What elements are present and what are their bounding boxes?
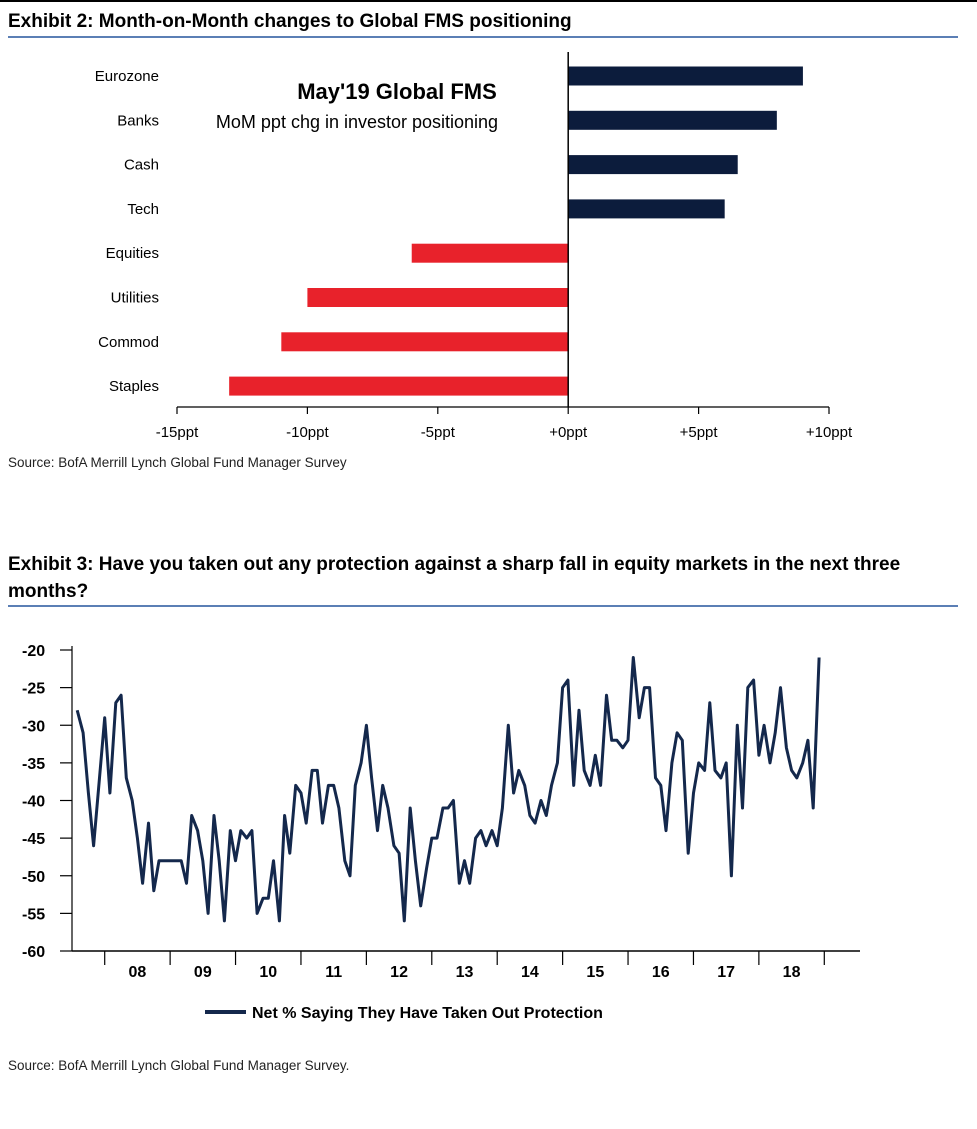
x-tick-label: -10ppt	[286, 424, 329, 441]
bar-equities	[411, 243, 569, 263]
category-label: Banks	[117, 112, 159, 129]
top-rule	[0, 0, 977, 2]
line-axes: -20 -25 -30 -35 -40 -45 -50 -55 -60 08 09 10 11 12 13 1…	[22, 643, 860, 981]
x-tick-label: 18	[783, 964, 801, 981]
bar-eurozone	[568, 66, 803, 86]
category-label: Equities	[106, 245, 159, 262]
y-tick-label: -60	[22, 944, 45, 961]
x-tick-label: 14	[521, 964, 539, 981]
y-tick-label: -50	[22, 869, 45, 886]
x-tick-label: +0ppt	[549, 424, 588, 441]
x-tick-label: 17	[717, 964, 735, 981]
series-line-protection	[75, 656, 821, 923]
exhibit-2-title: Exhibit 2: Month-on-Month changes to Glo…	[8, 11, 572, 32]
exhibit-3-title-line2: months?	[8, 581, 89, 602]
legend: Net % Saying They Have Taken Out Protect…	[205, 1005, 603, 1022]
y-tick-label: -25	[22, 681, 45, 698]
exhibit-2-rule	[8, 36, 958, 38]
x-tick-label: 08	[129, 964, 147, 981]
x-tick-label: 09	[194, 964, 212, 981]
x-tick-label: 11	[325, 964, 342, 981]
bar-utilities	[307, 288, 569, 307]
category-label: Tech	[127, 201, 159, 218]
bar-banks	[568, 110, 777, 130]
x-tick-label: -15ppt	[156, 424, 199, 441]
exhibit-3-title-line1: Exhibit 3: Have you taken out any protec…	[8, 554, 901, 575]
x-tick-label: 15	[586, 964, 604, 981]
legend-label: Net % Saying They Have Taken Out Protect…	[252, 1005, 603, 1022]
exhibit-2-source: Source: BofA Merrill Lynch Global Fund M…	[8, 455, 347, 470]
category-label: Eurozone	[95, 68, 159, 85]
bar-staples	[229, 376, 569, 396]
bar-commod	[281, 332, 569, 352]
bar-layer: Eurozone Banks Cash Tech Equities Utilities Co…	[95, 66, 803, 396]
category-label: Utilities	[111, 290, 159, 307]
bar-cash	[568, 155, 738, 175]
bar-tech	[568, 199, 725, 219]
x-tick-label: 12	[390, 964, 408, 981]
x-tick-label: +10ppt	[806, 424, 853, 441]
exhibit-2-bar-chart: Eurozone Banks Cash Tech Equities Utilities Co…	[95, 52, 853, 441]
category-label: Cash	[124, 157, 159, 174]
x-tick-label: 16	[652, 964, 670, 981]
exhibit-3-rule	[8, 605, 958, 607]
y-tick-label: -20	[22, 643, 45, 660]
x-tick-label: 10	[259, 964, 277, 981]
exhibit-3-source: Source: BofA Merrill Lynch Global Fund M…	[8, 1058, 350, 1073]
exhibit-3-line-chart: -20 -25 -30 -35 -40 -45 -50 -55 -60 08 09 10 11 12 13 1…	[22, 643, 860, 1022]
y-tick-label: -40	[22, 794, 45, 811]
y-tick-label: -35	[22, 756, 45, 773]
y-tick-label: -30	[22, 718, 45, 735]
x-tick-label: -5ppt	[421, 424, 456, 441]
category-label: Staples	[109, 378, 159, 395]
bar-chart-subtitle: MoM ppt chg in investor positioning	[216, 112, 498, 132]
bar-chart-title: May'19 Global FMS	[297, 79, 497, 104]
category-label: Commod	[98, 334, 159, 351]
y-tick-label: -55	[22, 906, 45, 923]
y-tick-label: -45	[22, 831, 45, 848]
x-tick-label: +5ppt	[680, 424, 719, 441]
bar-x-axis: -15ppt -10ppt -5ppt +0ppt +5ppt +10ppt	[156, 52, 853, 441]
line-layer	[75, 656, 821, 923]
x-tick-label: 13	[456, 964, 474, 981]
